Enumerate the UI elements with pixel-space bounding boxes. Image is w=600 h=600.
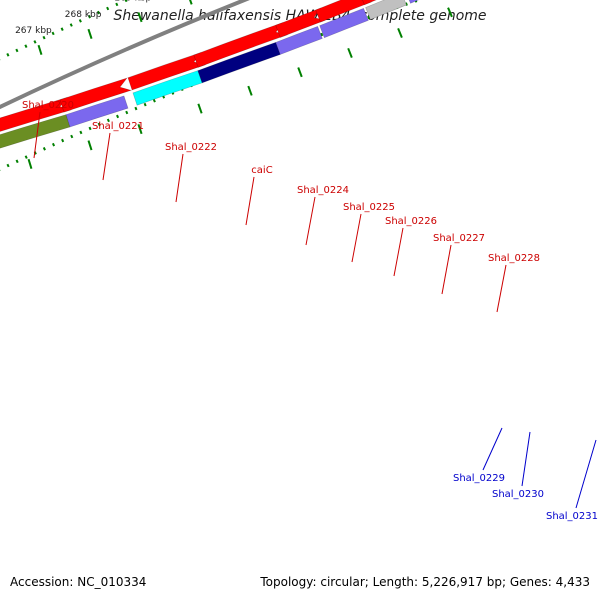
label-leader-line xyxy=(245,176,255,226)
label-leader-line xyxy=(102,132,111,181)
label-leader-line xyxy=(33,111,41,159)
inner-major-tick xyxy=(189,0,193,5)
scale-label: 269 kbp xyxy=(115,0,152,3)
inner-major-tick xyxy=(137,12,143,23)
backbone-line xyxy=(0,0,251,110)
gene-block-shal-0226 xyxy=(365,0,407,20)
gene-label: Shal_0220 xyxy=(22,100,74,111)
scale-label: 268 kbp xyxy=(65,10,102,20)
outer-major-tick xyxy=(27,158,33,170)
label-leader-line xyxy=(482,427,503,471)
outer-major-tick xyxy=(447,7,453,18)
inner-major-tick xyxy=(87,28,93,39)
outer-major-tick xyxy=(137,123,143,135)
gene-block-olive xyxy=(0,114,71,149)
gene-block-shal-0221 xyxy=(65,95,129,128)
gene-label: caiC xyxy=(251,165,272,176)
gene-block-shal-0225 xyxy=(319,7,369,39)
gene-label: Shal_0228 xyxy=(488,253,540,264)
gene-block-caic xyxy=(197,41,281,84)
label-leader-line xyxy=(521,431,531,487)
gene-label: Shal_0222 xyxy=(165,142,217,153)
gene-label: Shal_0225 xyxy=(343,202,395,213)
gene-block-shal-0224 xyxy=(275,26,323,55)
cds-arrow xyxy=(315,0,373,23)
label-leader-line xyxy=(393,227,404,277)
label-leader-line xyxy=(575,439,597,509)
scale-label: 267 kbp xyxy=(15,26,52,36)
outer-major-tick xyxy=(397,27,403,39)
gene-label: Shal_0231 xyxy=(546,511,598,522)
label-leader-line xyxy=(175,153,184,203)
gene-label: Shal_0226 xyxy=(385,216,437,227)
cds-arrow xyxy=(59,77,133,113)
outer-major-tick xyxy=(347,47,353,58)
label-leader-line xyxy=(305,196,316,246)
outer-major-tick xyxy=(297,67,303,78)
gene-label: Shal_0229 xyxy=(453,473,505,484)
inner-major-tick xyxy=(37,44,43,56)
gene-label: Shal_0227 xyxy=(433,233,485,244)
outer-major-tick xyxy=(197,103,203,114)
outer-major-tick xyxy=(247,85,253,96)
gene-label: Shal_0221 xyxy=(92,121,144,132)
gene-label: Shal_0230 xyxy=(492,489,544,500)
gene-block-shal-0227 xyxy=(408,0,420,4)
label-leader-line xyxy=(496,264,507,313)
gene-label: Shal_0224 xyxy=(297,185,349,196)
label-leader-line xyxy=(351,213,362,263)
cds-arrow xyxy=(362,0,377,6)
genome-summary: Topology: circular; Length: 5,226,917 bp… xyxy=(260,575,590,589)
label-leader-line xyxy=(441,244,452,295)
outer-major-tick xyxy=(87,140,93,151)
accession-label: Accession: NC_010334 xyxy=(10,575,147,589)
